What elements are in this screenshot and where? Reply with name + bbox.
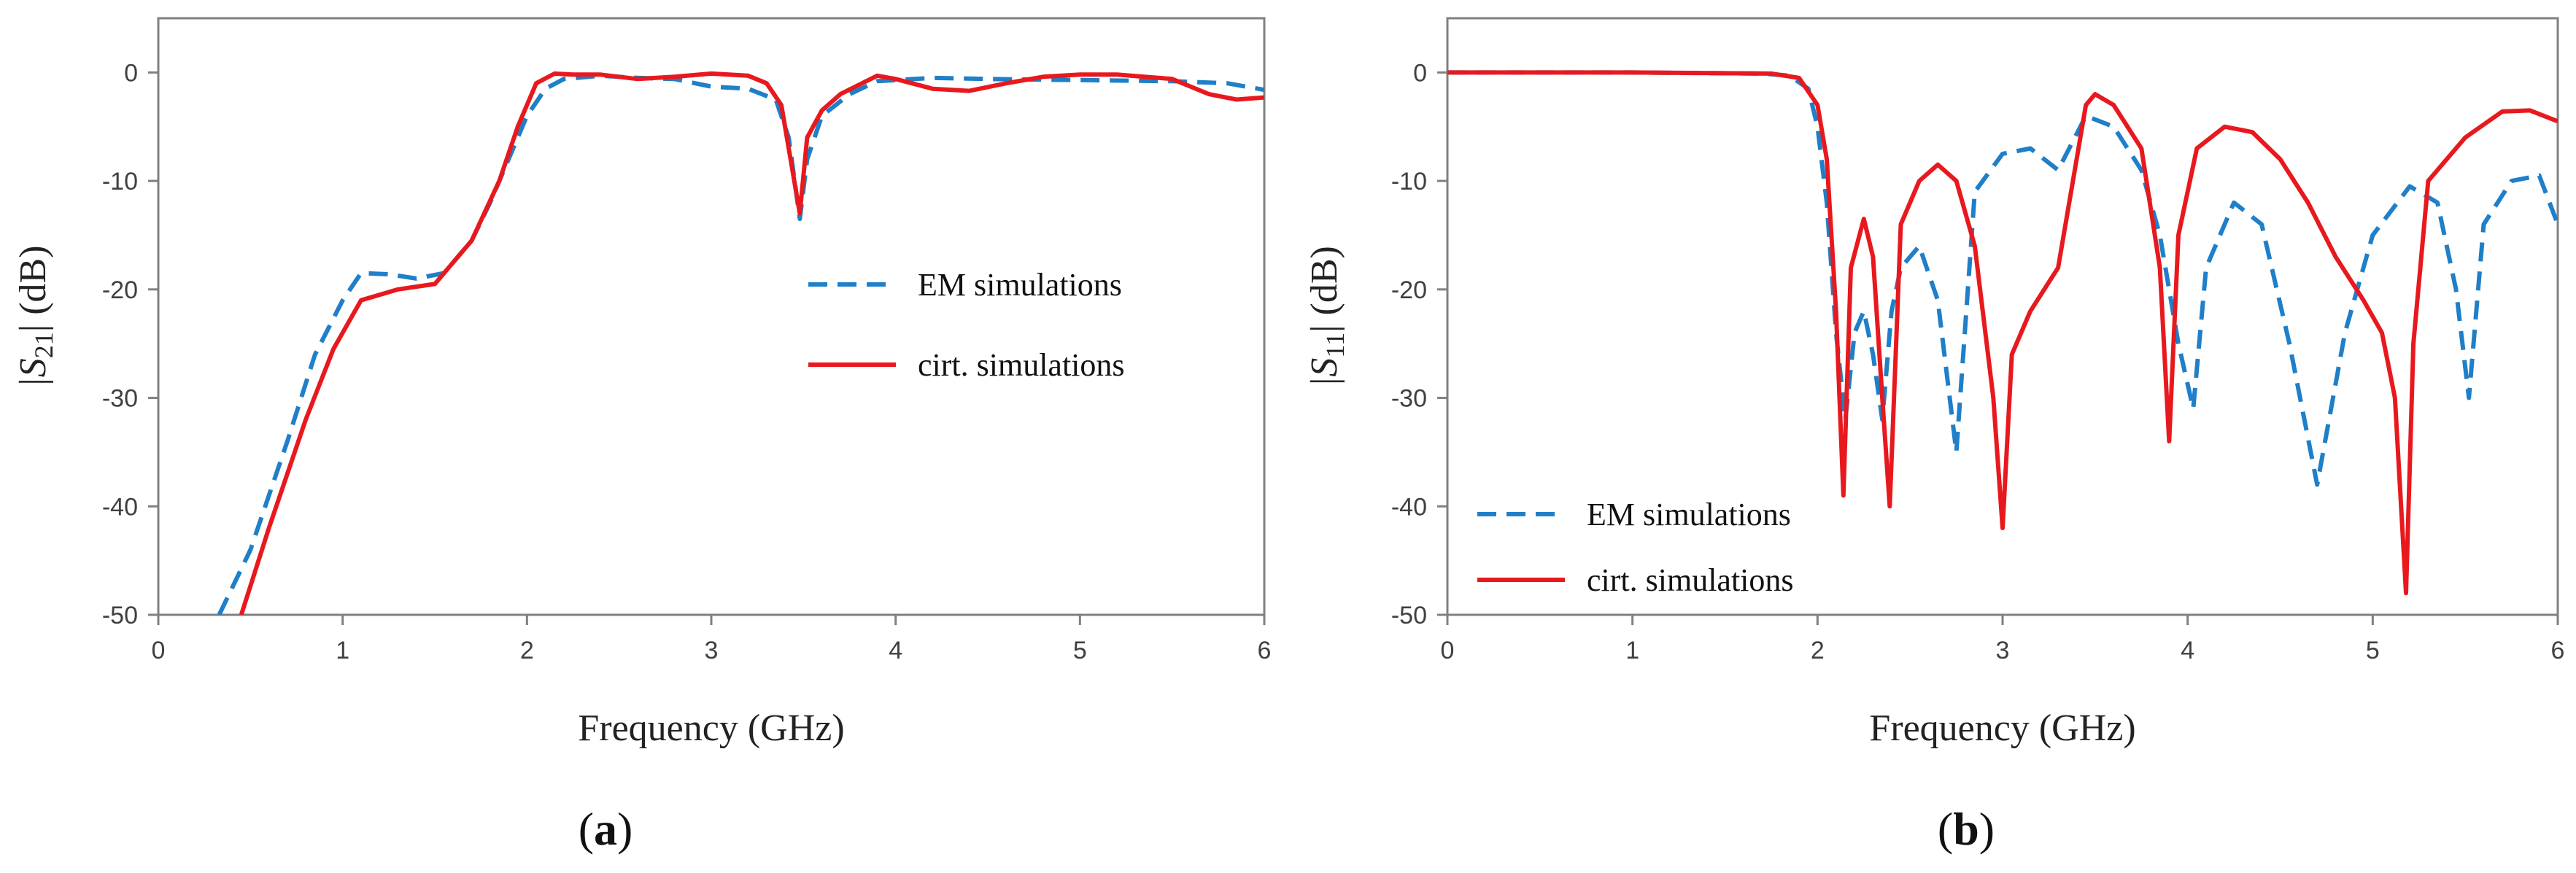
y-axis-title-suffix: | (dB) bbox=[1304, 246, 1345, 333]
x-tick-label: 0 bbox=[1441, 637, 1455, 664]
y-tick-label: -40 bbox=[102, 493, 138, 521]
panel-label-letter: a bbox=[594, 803, 617, 855]
panel-label-close-paren: ) bbox=[617, 803, 633, 855]
x-tick-label: 2 bbox=[520, 637, 534, 664]
series-line-em-simulations bbox=[1447, 70, 2558, 487]
y-axis-title-subscript: 11 bbox=[1320, 333, 1350, 358]
plot-frame bbox=[157, 17, 1266, 616]
y-tick-label: -50 bbox=[102, 602, 138, 629]
x-tick-label: 0 bbox=[152, 637, 166, 664]
x-tick-label: 1 bbox=[336, 637, 349, 664]
y-tick-label: -20 bbox=[102, 276, 138, 304]
legend-label: EM simulations bbox=[918, 267, 1122, 303]
legend-label: cirt. simulations bbox=[1587, 562, 1794, 598]
y-axis-title: |S21| (dB) bbox=[12, 245, 58, 387]
x-tick-label: 5 bbox=[2366, 637, 2380, 664]
y-tick-label: -10 bbox=[1391, 168, 1427, 195]
y-tick-label: -30 bbox=[1391, 385, 1427, 413]
x-axis-title: Frequency (GHz) bbox=[1869, 707, 2135, 749]
y-axis-title: |S11| (dB) bbox=[1304, 246, 1350, 387]
series-line-cirt-simulations bbox=[1447, 70, 2558, 596]
panel-b: 0 1 2 3 4 5 6 0 -10 -20 -30 -40 -50 Frequency (GHz) |S… bbox=[1304, 17, 2565, 855]
panel-label: (a) bbox=[579, 803, 633, 855]
x-tick-label: 2 bbox=[1811, 637, 1825, 664]
panel-label-open-paren: ( bbox=[579, 803, 594, 855]
x-tick-label: 4 bbox=[2181, 637, 2194, 664]
y-tick-label: -50 bbox=[1391, 602, 1427, 629]
legend-label: cirt. simulations bbox=[918, 347, 1125, 383]
y-tick-label: -20 bbox=[1391, 276, 1427, 304]
y-tick-label: -30 bbox=[102, 385, 138, 413]
series-line-cirt-simulations bbox=[239, 71, 1264, 615]
y-tick-label: 0 bbox=[124, 59, 138, 87]
y-axis-title-prefix: |S bbox=[1304, 358, 1345, 387]
panel-label-open-paren: ( bbox=[1938, 803, 1953, 855]
panel-a: 0 1 2 3 4 5 6 0 -10 -20 -30 -40 -50 Frequency (GHz) |S… bbox=[12, 17, 1272, 855]
legend: EM simulations cirt. simulations bbox=[1477, 497, 1794, 598]
x-tick-label: 3 bbox=[705, 637, 719, 664]
legend-label: EM simulations bbox=[1587, 497, 1791, 532]
y-axis-title-prefix: |S bbox=[12, 358, 54, 387]
x-tick-label: 6 bbox=[1258, 637, 1272, 664]
panel-label-letter: b bbox=[1953, 803, 1979, 855]
panel-label: (b) bbox=[1938, 803, 1995, 855]
y-axis-title-subscript: 21 bbox=[29, 332, 58, 358]
x-tick-label: 1 bbox=[1625, 637, 1639, 664]
x-tick-label: 6 bbox=[2551, 637, 2565, 664]
y-tick-label: -10 bbox=[102, 168, 138, 195]
legend: EM simulations cirt. simulations bbox=[808, 267, 1125, 383]
x-tick-label: 3 bbox=[1996, 637, 2010, 664]
y-axis-title-suffix: | (dB) bbox=[12, 245, 54, 332]
x-tick-label: 4 bbox=[889, 637, 902, 664]
x-axis-title: Frequency (GHz) bbox=[578, 707, 844, 749]
x-tick-label: 5 bbox=[1073, 637, 1087, 664]
panel-label-close-paren: ) bbox=[1979, 803, 1995, 855]
y-tick-label: -40 bbox=[1391, 493, 1427, 521]
y-tick-label: 0 bbox=[1413, 59, 1427, 87]
series-line-em-simulations bbox=[217, 73, 1264, 615]
